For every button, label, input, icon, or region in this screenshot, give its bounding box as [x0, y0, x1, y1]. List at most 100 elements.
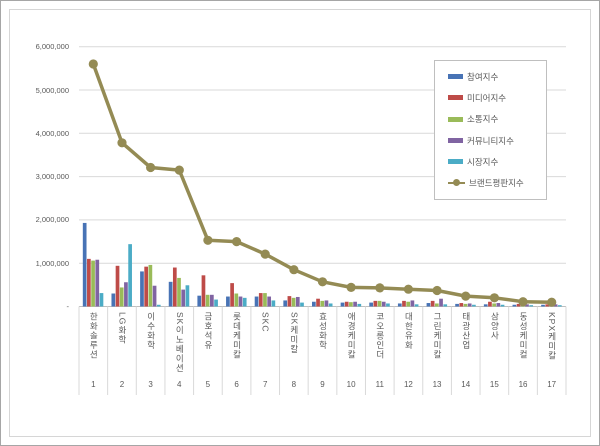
- bar-communication-index-cat8: [291, 297, 296, 307]
- line-marker-cat11: [375, 283, 385, 293]
- x-label-7: SKC: [260, 312, 271, 333]
- bar-participation-index-cat1: [82, 222, 87, 307]
- line-marker-cat2: [117, 138, 127, 148]
- bar-community-index-cat6: [238, 296, 243, 307]
- bar-participation-index-cat4: [168, 281, 173, 307]
- bar-participation-index-cat3: [140, 271, 144, 307]
- bar-market-index-cat11: [386, 303, 390, 307]
- x-label-1: 한화솔루션: [88, 312, 99, 360]
- y-tick-2: 4,000,000: [35, 128, 69, 138]
- rank-label-17: 17: [547, 380, 557, 389]
- bar-market-index-cat3: [156, 304, 161, 307]
- bar-media-index-cat15: [488, 301, 492, 307]
- bar-communication-index-cat12: [406, 301, 411, 307]
- rank-label-15: 15: [489, 380, 499, 389]
- bar-participation-index-cat14: [455, 303, 459, 307]
- bar-market-index-cat2: [128, 244, 132, 307]
- bar-market-index-cat8: [300, 302, 304, 307]
- legend-label: 커뮤니티지수: [467, 135, 514, 146]
- legend-label: 시장지수: [467, 156, 499, 167]
- bar-participation-index-cat15: [483, 304, 488, 307]
- x-label-9: 효성화학: [318, 312, 328, 350]
- bar-media-index-cat1: [87, 258, 91, 307]
- line-marker-cat6: [232, 237, 242, 247]
- bar-communication-index-cat7: [263, 293, 267, 307]
- bar-media-index-cat16: [516, 303, 521, 307]
- bar-participation-index-cat6: [226, 296, 230, 307]
- x-label-16: 동성케미컬: [518, 312, 529, 360]
- x-label-17: KPX케미칼: [547, 312, 558, 361]
- legend-bar-swatch-icon: [448, 138, 463, 144]
- bar-media-index-cat12: [402, 300, 406, 307]
- rank-label-13: 13: [432, 380, 442, 389]
- bar-communication-index-cat15: [492, 303, 496, 307]
- bar-communication-index-cat5: [205, 294, 210, 307]
- line-marker-cat15: [489, 293, 499, 303]
- legend-item-media-index: 미디어지수: [448, 92, 546, 104]
- legend-label: 참여지수: [467, 71, 499, 82]
- line-marker-cat3: [146, 162, 156, 173]
- line-marker-cat16: [518, 297, 528, 307]
- bar-community-index-cat7: [267, 296, 272, 307]
- line-marker-cat1: [88, 59, 98, 69]
- bar-community-index-cat9: [324, 300, 329, 307]
- bar-market-index-cat6: [242, 297, 247, 307]
- line-marker-cat8: [289, 265, 299, 275]
- chart-frame: 6,000,000 5,000,000 4,000,000 3,000,000 2,00…: [9, 9, 591, 437]
- bar-communication-index-cat4: [177, 277, 181, 307]
- bar-market-index-cat7: [271, 300, 276, 307]
- bar-market-index-cat10: [357, 303, 362, 307]
- bar-community-index-cat8: [295, 296, 300, 307]
- bar-communication-index-cat14: [463, 303, 468, 307]
- rank-label-14: 14: [461, 380, 471, 389]
- x-label-6: 롯데케미칼: [232, 312, 243, 360]
- bar-community-index-cat12: [410, 300, 415, 307]
- x-label-14: 태광산업: [461, 312, 472, 350]
- bar-participation-index-cat5: [197, 295, 202, 307]
- legend-bar-swatch-icon: [448, 159, 463, 165]
- y-tick-0: 6,000,000: [35, 42, 69, 52]
- x-label-11: 코오롱인더: [375, 312, 386, 360]
- x-label-2: LG화학: [117, 312, 128, 345]
- rank-label-5: 5: [205, 380, 211, 389]
- x-label-4: SK이노베이션: [174, 312, 185, 373]
- bar-communication-index-cat9: [320, 300, 325, 307]
- legend-item-community-index: 커뮤니티지수: [448, 135, 546, 147]
- legend-item-brand-reputation-index: 브랜드평판지수: [448, 177, 546, 189]
- legend-item-market-index: 시장지수: [448, 156, 546, 168]
- x-label-12: 대한유화: [403, 312, 414, 350]
- line-marker-cat10: [346, 282, 356, 292]
- bar-participation-index-cat13: [426, 303, 431, 307]
- bar-media-index-cat4: [172, 267, 177, 307]
- rank-label-8: 8: [291, 380, 297, 389]
- line-marker-cat4: [174, 165, 184, 175]
- rank-label-12: 12: [403, 380, 413, 389]
- rank-label-7: 7: [262, 380, 268, 389]
- x-label-10: 애경케미칼: [346, 312, 357, 360]
- bar-participation-index-cat9: [312, 301, 316, 307]
- rank-label-16: 16: [518, 380, 528, 389]
- legend-bar-swatch-icon: [448, 95, 463, 101]
- bar-community-index-cat13: [439, 298, 443, 307]
- bar-participation-index-cat2: [111, 293, 116, 307]
- legend-bar-swatch-icon: [448, 116, 463, 122]
- bar-market-index-cat14: [472, 304, 476, 307]
- bar-media-index-cat5: [201, 275, 206, 307]
- bar-media-index-cat8: [287, 296, 292, 307]
- bar-community-index-cat1: [95, 259, 100, 307]
- bar-participation-index-cat7: [254, 296, 259, 307]
- bar-communication-index-cat2: [119, 287, 124, 307]
- y-tick-3: 3,000,000: [35, 172, 69, 182]
- bar-participation-index-cat12: [397, 303, 402, 307]
- bar-community-index-cat17: [553, 304, 558, 307]
- bar-media-index-cat6: [230, 283, 234, 307]
- bar-market-index-cat17: [557, 305, 562, 307]
- rank-label-9: 9: [320, 380, 325, 389]
- bar-market-index-cat9: [328, 303, 333, 307]
- x-label-5: 금호석유: [203, 312, 214, 350]
- bar-community-index-cat11: [381, 301, 386, 307]
- line-marker-cat13: [432, 285, 442, 296]
- bar-communication-index-cat3: [148, 264, 153, 307]
